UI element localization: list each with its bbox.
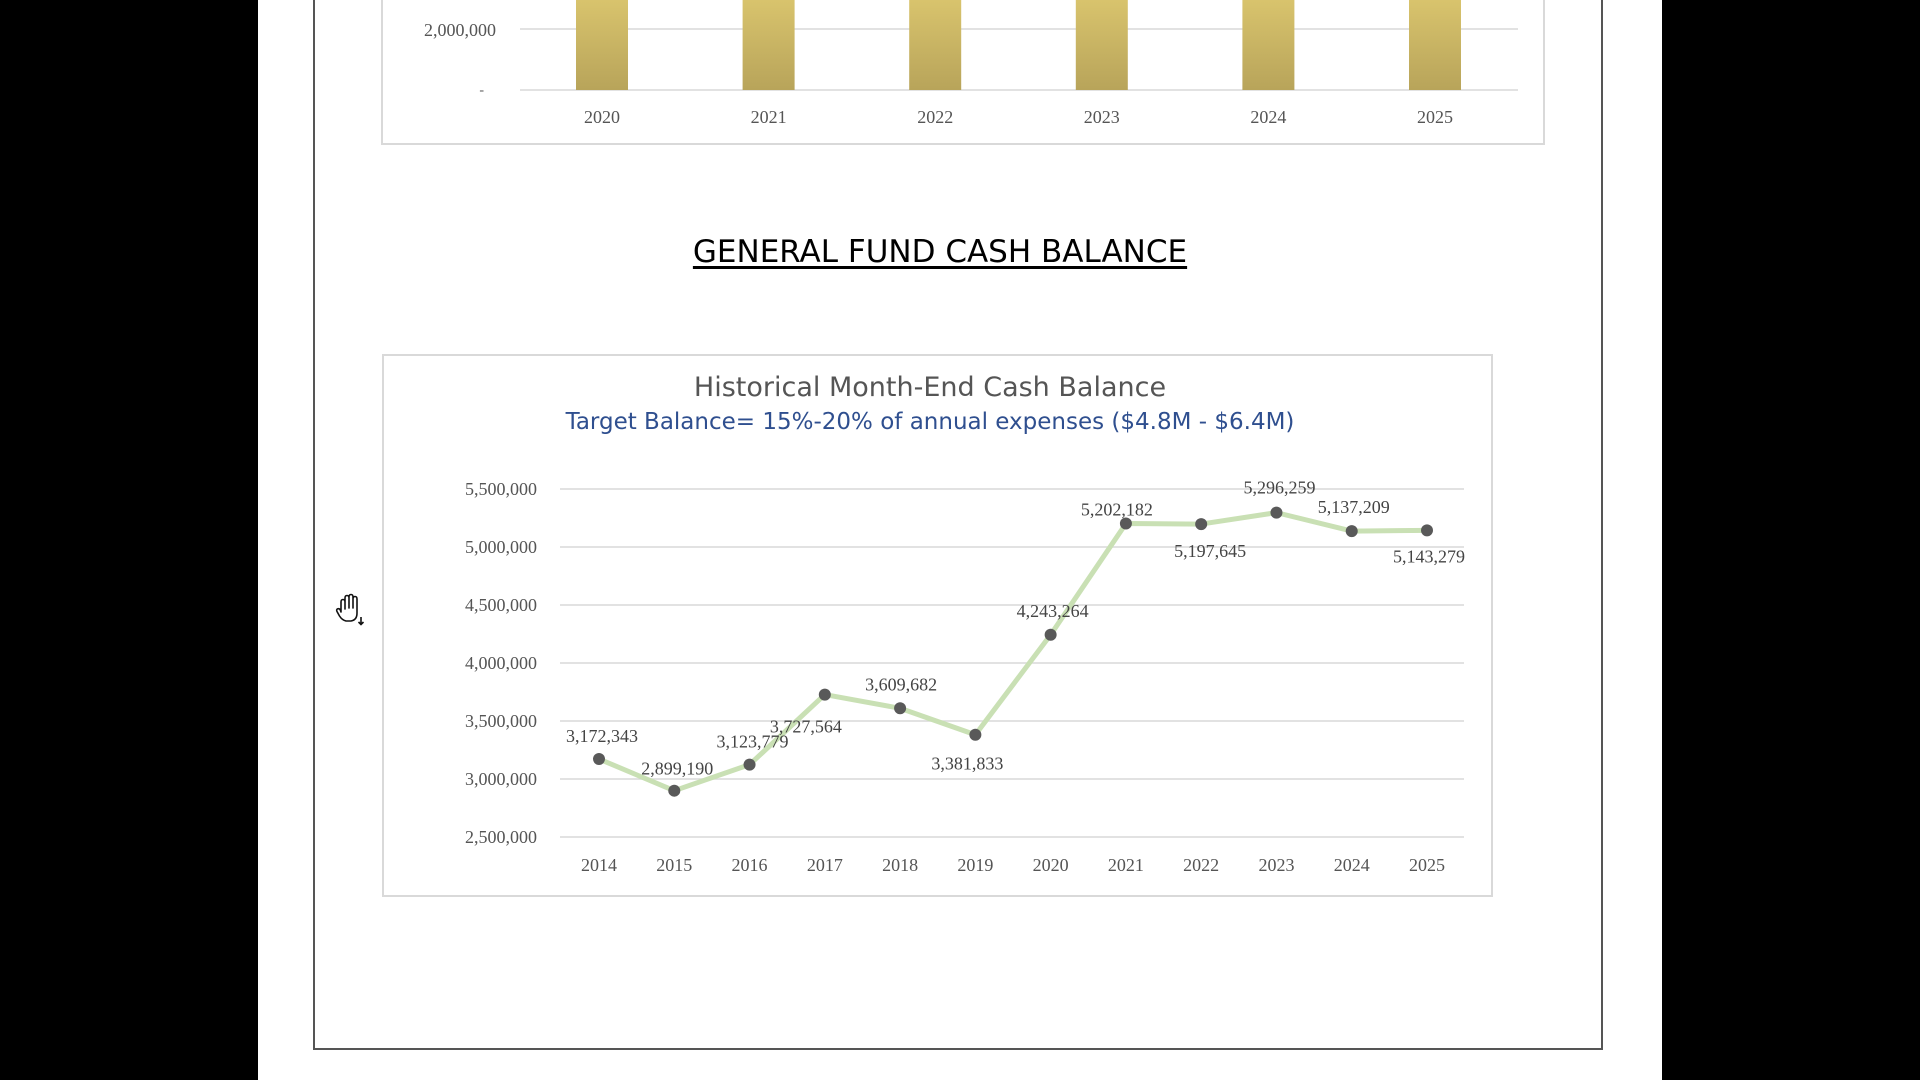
bar-2025 xyxy=(1409,0,1461,90)
line-chart-xtick-label: 2019 xyxy=(957,855,993,875)
bar-chart-x-axis: 2020 2021 2022 2023 2024 2025 xyxy=(584,107,1453,127)
line-chart-y-axis: 2,500,000 3,000,000 3,500,000 4,000,000 4,50… xyxy=(465,479,537,847)
line-chart-ytick-label: 3,500,000 xyxy=(465,711,537,731)
data-point-2014 xyxy=(593,753,605,766)
data-label-2023: 5,296,259 xyxy=(1243,478,1315,498)
bar-chart-xtick-label: 2020 xyxy=(584,107,620,127)
hand-grab-icon xyxy=(335,593,365,626)
data-point-2018 xyxy=(894,702,907,715)
line-chart-x-axis: 2014 2015 2016 2017 2018 2019 2020 2021 2022 2023… xyxy=(581,855,1445,875)
data-label-2025: 5,143,279 xyxy=(1393,546,1465,566)
bar-chart-xtick-label: 2025 xyxy=(1417,107,1453,127)
data-point-2025 xyxy=(1421,524,1433,537)
data-label-2020: 4,243,264 xyxy=(1017,601,1089,621)
data-label-2014: 3,172,343 xyxy=(566,726,638,746)
data-point-2017 xyxy=(818,688,831,701)
line-chart-xtick-label: 2020 xyxy=(1033,855,1069,875)
bar-chart-xtick-label: 2022 xyxy=(917,107,953,127)
line-chart-ytick-label: 5,000,000 xyxy=(465,537,537,557)
line-chart-ytick-label: 4,500,000 xyxy=(465,595,537,615)
data-point-2024 xyxy=(1345,525,1358,538)
line-chart-title: Historical Month-End Cash Balance xyxy=(693,372,1167,403)
data-label-2017: 3,727,564 xyxy=(770,717,842,737)
data-point-2022 xyxy=(1195,518,1208,531)
line-chart-gridlines xyxy=(560,488,1464,838)
data-label-2024: 5,137,209 xyxy=(1318,497,1390,517)
data-label-2019: 3,381,833 xyxy=(931,754,1003,774)
line-chart-cash-balance: 2,500,000 3,000,000 3,500,000 4,000,000 4,50… xyxy=(382,354,1493,897)
line-chart-xtick-label: 2023 xyxy=(1258,855,1294,875)
data-label-2016: 3,123,779 xyxy=(717,732,789,752)
line-chart-xtick-label: 2016 xyxy=(732,855,768,875)
line-chart-xtick-label: 2018 xyxy=(882,855,918,875)
line-chart-xtick-label: 2017 xyxy=(807,855,843,875)
bar-2022 xyxy=(909,0,962,90)
bar-chart-xtick-label: 2023 xyxy=(1084,107,1120,127)
data-point-2021 xyxy=(1119,517,1132,530)
data-label-2022: 5,197,645 xyxy=(1174,541,1246,561)
data-point-2020 xyxy=(1044,628,1057,641)
line-chart-subtitle: Target Balance= 15%-20% of annual expens… xyxy=(565,409,1295,435)
data-label-2021: 5,202,182 xyxy=(1081,500,1153,520)
bar-chart-xtick-label: 2021 xyxy=(751,107,787,127)
line-chart-xtick-label: 2022 xyxy=(1183,855,1219,875)
bar-2020 xyxy=(576,0,628,90)
line-chart-xtick-label: 2014 xyxy=(581,855,617,875)
line-chart-xtick-label: 2025 xyxy=(1409,855,1445,875)
bar-2023 xyxy=(1075,0,1128,90)
series-line-cash-balance xyxy=(598,510,1428,794)
data-point-2023 xyxy=(1270,506,1283,519)
line-chart-ytick-label: 2,500,000 xyxy=(465,827,537,847)
data-label-2018: 3,609,682 xyxy=(865,674,937,694)
data-point-2015 xyxy=(668,784,681,797)
bar-2024 xyxy=(1242,0,1295,90)
bar-chart-xtick-label: 2024 xyxy=(1250,107,1286,127)
bar-chart-ytick-label: 2,000,000 xyxy=(424,20,496,40)
bar-chart-revenue: 2,000,000 - 2020 2021 2022 2023 2024 2025 xyxy=(381,0,1545,145)
section-title: GENERAL FUND CASH BALANCE xyxy=(692,234,1188,270)
data-point-2016 xyxy=(743,758,756,771)
bar-2021 xyxy=(742,0,795,90)
bar-series xyxy=(576,0,1461,90)
bar-chart-ytick-label: - xyxy=(479,83,484,98)
line-chart-ytick-label: 3,000,000 xyxy=(465,769,537,789)
line-chart-ytick-label: 4,000,000 xyxy=(465,653,537,673)
line-chart-frame xyxy=(382,354,1493,897)
line-chart-xtick-label: 2015 xyxy=(656,855,692,875)
line-chart-ytick-label: 5,500,000 xyxy=(465,479,537,499)
data-point-2019 xyxy=(969,728,982,741)
line-chart-xtick-label: 2024 xyxy=(1334,855,1370,875)
line-chart-xtick-label: 2021 xyxy=(1108,855,1144,875)
bar-chart-frame xyxy=(381,0,1545,145)
data-label-2015: 2,899,190 xyxy=(641,759,713,779)
line-chart-markers xyxy=(593,506,1433,797)
